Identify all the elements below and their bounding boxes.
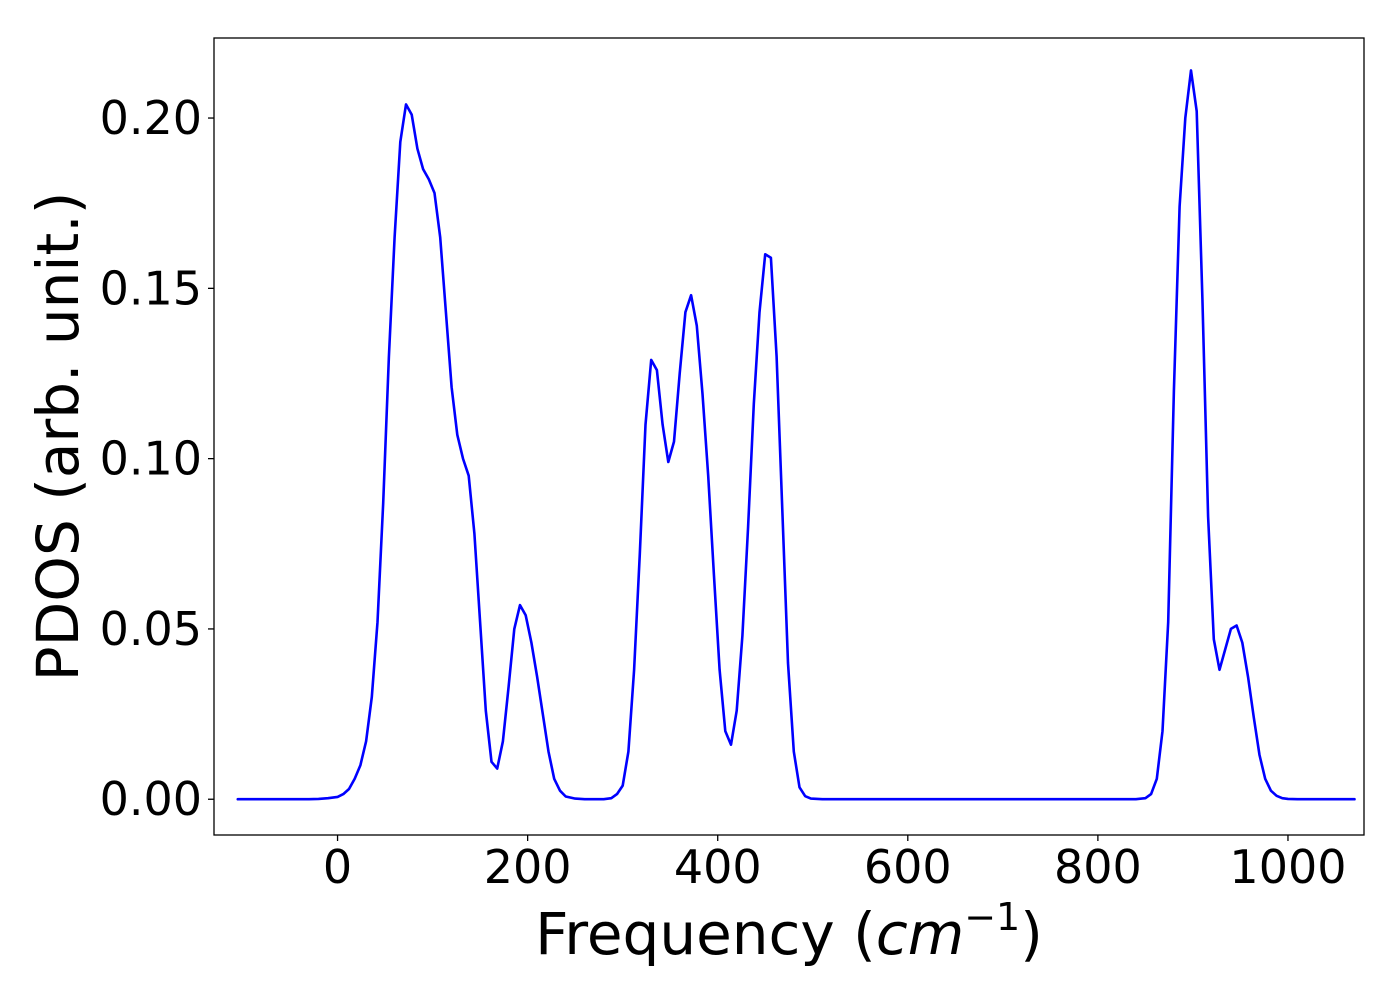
y-tick-label: 0.15 bbox=[100, 261, 202, 315]
x-tick-label: 0 bbox=[323, 840, 352, 894]
x-tick-label: 200 bbox=[484, 840, 572, 894]
plot-area bbox=[236, 69, 1356, 801]
x-tick-label: 400 bbox=[674, 840, 762, 894]
x-axis-label: Frequency (cm−1) bbox=[535, 895, 1043, 968]
x-tick-label: 1000 bbox=[1229, 840, 1346, 894]
y-tick-label: 0.05 bbox=[100, 602, 202, 656]
x-axis: 0 200 400 600 800 1000 bbox=[323, 835, 1347, 894]
y-tick-label: 0.20 bbox=[100, 91, 202, 145]
pdos-series-line bbox=[236, 69, 1356, 801]
y-axis-label: PDOS (arb. unit.) bbox=[24, 192, 92, 682]
x-tick-label: 600 bbox=[864, 840, 952, 894]
y-axis: 0.00 0.05 0.10 0.15 0.20 bbox=[100, 91, 214, 826]
y-tick-label: 0.10 bbox=[100, 432, 202, 486]
plot-frame bbox=[213, 37, 1365, 836]
x-tick-label: 800 bbox=[1054, 840, 1142, 894]
y-tick-label: 0.00 bbox=[100, 772, 202, 826]
